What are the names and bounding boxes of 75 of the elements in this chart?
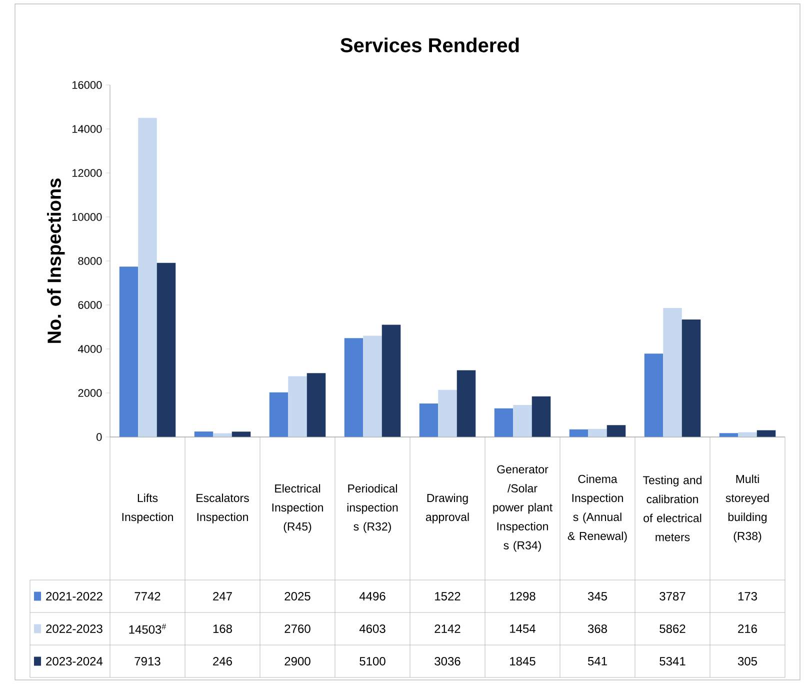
x-tick-label: Lifts Inspection xyxy=(122,494,173,524)
data-label: 5100 xyxy=(360,656,386,666)
data-label: 4496 xyxy=(359,592,386,600)
data-label: 2760 xyxy=(284,624,310,633)
data-label: 1845 xyxy=(510,656,536,666)
data-label: 3036 xyxy=(434,656,460,666)
legend-label: 2021-2022 xyxy=(46,592,102,600)
bar xyxy=(569,429,588,437)
data-label: 246 xyxy=(213,656,232,666)
data-label: 305 xyxy=(738,656,757,666)
data-label: 7913 xyxy=(134,656,160,666)
y-axis-title: No. of Inspections xyxy=(47,178,65,343)
x-tick-label: Electrical Inspection (R45) xyxy=(272,484,323,533)
data-label: 4603 xyxy=(359,624,386,633)
data-label: 1298 xyxy=(510,592,536,600)
x-tick-label: Multi storeyed building (R38) xyxy=(726,474,769,542)
bar xyxy=(156,262,176,437)
bar xyxy=(119,266,138,437)
y-tick-label: 16000 xyxy=(72,81,102,89)
bar xyxy=(438,390,457,437)
data-label: 5862 xyxy=(660,624,686,633)
x-tick-label: Drawing approval xyxy=(426,494,469,524)
y-tick-label: 8000 xyxy=(78,257,102,265)
bar xyxy=(344,338,364,437)
bar xyxy=(663,308,682,437)
bar xyxy=(513,405,532,437)
bar xyxy=(382,324,401,437)
bar xyxy=(306,373,326,437)
bar xyxy=(644,354,664,437)
bar xyxy=(494,408,514,437)
bar xyxy=(738,432,757,437)
legend-label: 2022-2023 xyxy=(46,624,102,633)
data-label: 1522 xyxy=(435,592,460,600)
x-tick-label: Testing and calibration of electrical meters xyxy=(643,476,702,542)
bar xyxy=(269,392,288,437)
y-tick-label: 4000 xyxy=(78,345,102,353)
legend-label: 2023-2024 xyxy=(46,656,103,666)
y-tick-label: 12000 xyxy=(72,169,102,177)
bar xyxy=(138,118,157,437)
data-label: 3787 xyxy=(660,592,686,600)
data-label: 2025 xyxy=(284,592,310,600)
bar xyxy=(682,319,701,437)
y-tick-label: 10000 xyxy=(72,213,102,221)
bar xyxy=(363,336,382,437)
data-label: 345 xyxy=(588,592,608,600)
bar xyxy=(288,376,307,437)
y-tick-label: 6000 xyxy=(78,301,102,309)
bar xyxy=(719,433,738,437)
x-tick-label: Escalators Inspection xyxy=(196,494,249,524)
x-tick-label: Cinema Inspection s (Annual & Renewal) xyxy=(568,474,627,542)
data-label: 541 xyxy=(588,657,607,666)
data-label: 2142 xyxy=(434,624,460,633)
bar xyxy=(532,396,551,437)
chart-title: Services Rendered xyxy=(340,38,519,52)
x-tick-label: Generator /Solar power plant Inspection s (R34) xyxy=(493,465,552,552)
data-label: 5341 xyxy=(660,656,686,666)
data-label: 2900 xyxy=(284,656,310,666)
data-label: 368 xyxy=(588,624,607,633)
bar xyxy=(606,425,626,437)
y-tick-label: 2000 xyxy=(78,389,102,397)
data-label: 168 xyxy=(213,624,232,633)
data-label: 216 xyxy=(738,624,757,633)
data-label: 7742 xyxy=(134,592,160,600)
bar xyxy=(194,432,214,437)
data-label: 173 xyxy=(738,592,757,600)
bar xyxy=(419,404,438,437)
bar xyxy=(588,428,607,437)
data-label: 1454 xyxy=(510,624,536,633)
y-tick-label: 14000 xyxy=(72,125,102,133)
data-label: 14503$^{#}$ xyxy=(129,624,166,634)
y-tick-label: 0 xyxy=(96,433,102,441)
x-tick-label: Periodical inspection s (R32) xyxy=(347,484,398,533)
data-label: 247 xyxy=(213,592,232,600)
bar xyxy=(232,432,251,437)
bar xyxy=(456,370,476,437)
